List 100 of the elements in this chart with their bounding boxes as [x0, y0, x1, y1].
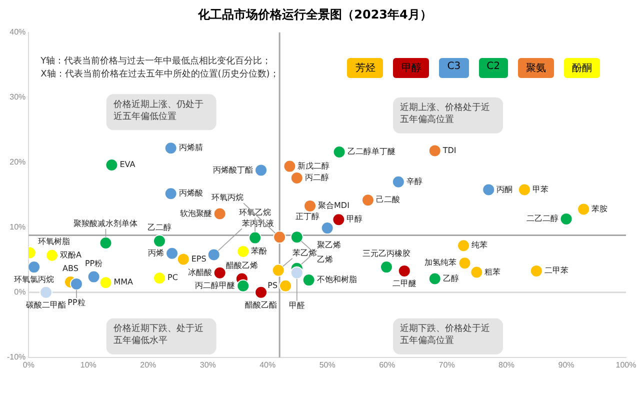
- point: [273, 230, 286, 244]
- annotation: 丙二醇甲醚: [195, 280, 236, 290]
- point: [105, 158, 118, 172]
- y-tick-label: -10%: [6, 352, 26, 362]
- text: C3: [439, 58, 469, 78]
- point: [428, 144, 442, 158]
- point: [279, 279, 292, 292]
- annotation: 苯酚: [251, 246, 268, 256]
- annotation: 醋酸乙酯: [245, 300, 278, 310]
- point: [304, 199, 317, 212]
- annotation: 纯苯: [472, 240, 488, 250]
- annotation: 醋酸乙烯: [226, 260, 258, 270]
- point: [458, 256, 472, 270]
- annotation: 三元乙丙橡胶: [362, 249, 410, 258]
- point: [248, 231, 262, 244]
- annotation: 二甲苯: [544, 266, 568, 276]
- annotation: PP粒: [68, 298, 86, 308]
- x-tick-label: 100%: [616, 360, 636, 370]
- annotation: 环氧氯丙烷: [14, 275, 54, 284]
- annotation: 碳酸二甲酯: [25, 300, 66, 310]
- annotation: PS: [268, 280, 278, 290]
- annotation: 乙醇: [442, 274, 459, 283]
- text: 甲醇: [393, 58, 430, 78]
- annotation: 二甲醚: [392, 279, 416, 288]
- point: [213, 207, 226, 220]
- annotation: 乙二醇单丁醚: [347, 147, 396, 156]
- point: [320, 222, 334, 235]
- annotation: 辛醇: [406, 176, 422, 186]
- x-tick-label: 70%: [438, 360, 455, 370]
- point: [380, 260, 393, 274]
- point: [332, 146, 346, 158]
- point: [176, 252, 190, 266]
- point: [272, 264, 285, 277]
- point: [164, 187, 178, 200]
- point: [392, 175, 405, 188]
- text: C2: [478, 58, 508, 78]
- annotation: 近期下跌、价格处于近五年偏高位置: [400, 323, 490, 346]
- annotation: 环氧树脂: [38, 236, 70, 246]
- annotation: 新戊二醇: [298, 161, 330, 170]
- x-tick-label: 60%: [379, 360, 396, 370]
- point: [45, 248, 58, 262]
- point: [87, 270, 100, 284]
- annotation: EVA: [120, 160, 136, 170]
- x-tick-label: 20%: [140, 360, 156, 370]
- text: 芳烃: [347, 58, 384, 78]
- y-tick-label: 30%: [10, 92, 26, 102]
- annotation: 乙烯: [316, 255, 333, 264]
- point: [290, 230, 304, 244]
- text: 酚酮: [564, 58, 600, 78]
- point: [361, 194, 374, 207]
- annotation: EPS: [191, 254, 206, 264]
- x-tick-label: 40%: [260, 360, 276, 370]
- y-tick-label: 20%: [10, 158, 26, 167]
- text: 聚氨: [518, 58, 554, 78]
- y-tick-label: 40%: [10, 28, 26, 37]
- annotation: 聚合MDI: [318, 201, 350, 210]
- annotation: Y轴：代表当前价格与过去一年中最低点相比变化百分比；: [40, 56, 272, 67]
- annotation: 乙二醇: [147, 223, 172, 232]
- annotation: 粗苯: [484, 267, 501, 276]
- annotation: ABS: [62, 264, 78, 274]
- point: [398, 264, 411, 278]
- annotation: 价格近期上涨、仍处于近五年偏低位置: [112, 98, 204, 122]
- point: [40, 286, 52, 299]
- annotation: 聚羧酸减水剂单体: [74, 219, 138, 228]
- annotation: 近期上涨、价格处于近五年偏高位置: [400, 102, 490, 126]
- annotation: 环氧丙烷: [212, 193, 244, 202]
- point: [302, 274, 316, 287]
- x-tick-label: 30%: [200, 360, 216, 370]
- annotation: 聚乙烯: [316, 240, 341, 250]
- point: [164, 142, 178, 155]
- point: [290, 266, 304, 280]
- annotation: 己二酸: [376, 195, 400, 204]
- point: [99, 236, 112, 250]
- point: [152, 234, 166, 248]
- point: [28, 260, 41, 274]
- annotation: 甲醇: [346, 214, 363, 224]
- annotation: 冰醋酸: [188, 268, 212, 277]
- chart-title: 化工品市场价格运行全景图（2023年4月）: [197, 7, 432, 22]
- y-tick-label: 0%: [14, 288, 26, 297]
- x-tick-label: 80%: [498, 360, 515, 370]
- annotation: 丙酮: [496, 184, 513, 194]
- annotation: MMA: [114, 278, 134, 287]
- annotation: PP粉: [84, 258, 103, 268]
- annotation: 软泡聚醚: [180, 208, 212, 218]
- point: [254, 286, 268, 299]
- annotation: PC: [167, 273, 178, 282]
- annotation: X轴：代表当前价格在过去五年中所处的位置(历史分位数)；: [40, 68, 279, 80]
- point: [207, 248, 220, 262]
- annotation: 丙二醇: [304, 173, 329, 182]
- point: [166, 246, 179, 260]
- point: [530, 264, 543, 278]
- point: [428, 272, 442, 286]
- point: [70, 277, 83, 290]
- point: [482, 183, 496, 196]
- annotation: 加氢纯苯: [424, 258, 457, 268]
- point: [518, 183, 531, 196]
- annotation: 甲苯: [532, 184, 548, 194]
- annotation: 甲醛: [288, 300, 305, 310]
- annotation: 价格近期下跌、处于近五年偏低水平: [112, 323, 204, 346]
- annotation: 二乙二醇: [526, 214, 558, 224]
